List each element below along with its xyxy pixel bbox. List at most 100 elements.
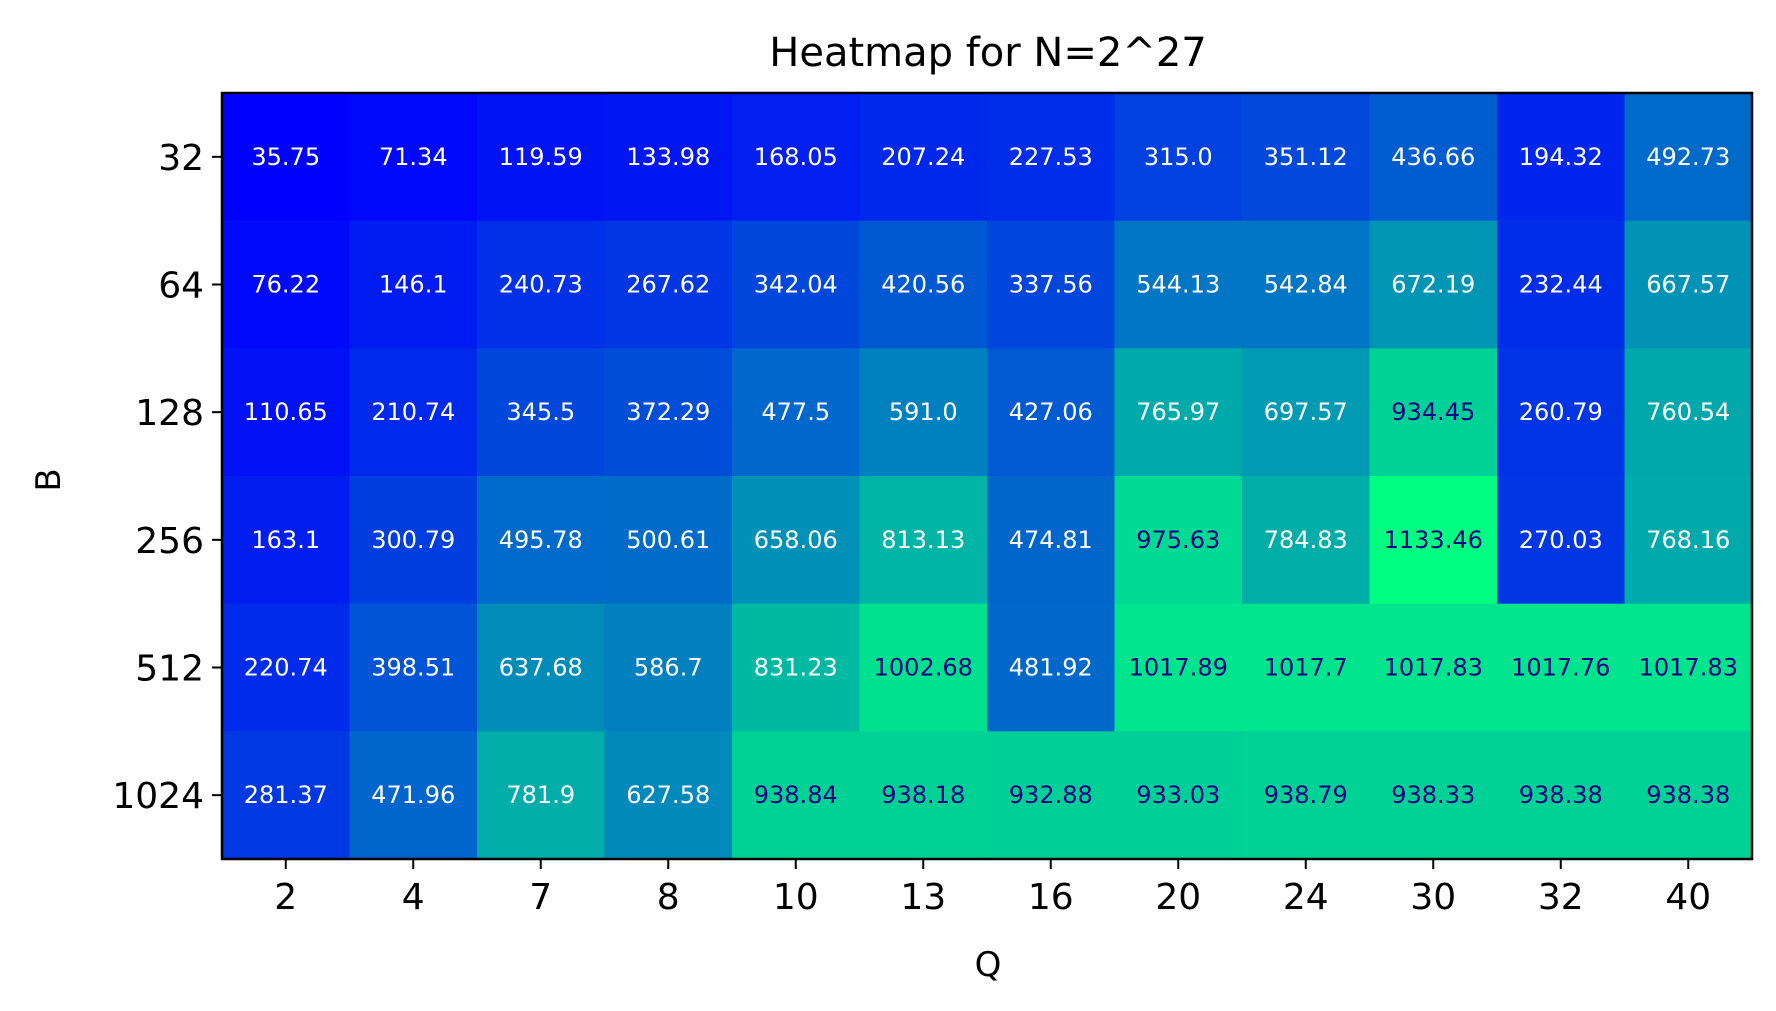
heatmap-cell-value: 500.61 [626,526,710,554]
heatmap-cell [222,93,351,222]
heatmap-cell [987,93,1116,222]
heatmap-cell [1369,731,1498,860]
heatmap-cell-value: 784.83 [1264,526,1348,554]
y-tick-label: 256 [135,521,204,562]
heatmap-cell [732,603,861,732]
x-tick-label: 13 [900,877,946,918]
heatmap-cell-value: 420.56 [881,271,965,299]
heatmap-cell [1497,348,1626,477]
heatmap-cell-value: 477.5 [761,398,830,426]
heatmap-cell-value: 300.79 [371,526,455,554]
heatmap-cell [859,603,988,732]
heatmap-cell-value: 281.37 [244,781,328,809]
heatmap-cell-value: 1017.76 [1511,654,1610,682]
heatmap-cell-value: 436.66 [1391,143,1475,171]
heatmap-cell [987,603,1116,732]
heatmap-cell-value: 938.79 [1264,781,1348,809]
heatmap-cell-value: 495.78 [499,526,583,554]
heatmap-cell [1497,476,1626,605]
heatmap-cell [1497,603,1626,732]
heatmap-cell-value: 591.0 [889,398,958,426]
heatmap-cell-value: 542.84 [1264,271,1348,299]
heatmap-cell [349,731,478,860]
x-tick-label: 40 [1665,877,1711,918]
heatmap-cell [1242,93,1371,222]
heatmap-cell [1624,93,1753,222]
x-tick-label: 32 [1538,877,1584,918]
heatmap-cell-value: 337.56 [1009,271,1093,299]
heatmap-cell-value: 1017.83 [1639,654,1738,682]
heatmap-cell [1114,603,1243,732]
heatmap-cell [859,348,988,477]
heatmap-cell-value: 492.73 [1646,143,1730,171]
heatmap-cell [987,476,1116,605]
heatmap-cell [1624,348,1753,477]
heatmap-cell [859,93,988,222]
x-tick-label: 10 [773,877,819,918]
heatmap-cell [222,603,351,732]
heatmap-cell-value: 207.24 [881,143,965,171]
heatmap-cell-value: 1017.7 [1264,654,1348,682]
heatmap-cell [222,220,351,349]
heatmap-cell [1624,731,1753,860]
heatmap-cell-value: 119.59 [499,143,583,171]
heatmap-cell-value: 71.34 [379,143,448,171]
heatmap-cell [1497,93,1626,222]
plot-frame [220,91,1754,861]
heatmap-cell [1369,220,1498,349]
heatmap-cell-value: 658.06 [754,526,838,554]
heatmap-cell [1114,93,1243,222]
y-tick-label: 128 [135,393,204,434]
heatmap-cell [349,476,478,605]
heatmap-cell-value: 232.44 [1519,271,1603,299]
heatmap-cell [859,476,988,605]
heatmap-cell-value: 768.16 [1646,526,1730,554]
heatmap-cell [604,93,733,222]
x-tick-label: 4 [402,877,425,918]
x-tick-label: 2 [274,877,297,918]
heatmap-cell [349,220,478,349]
heatmap-cell-value: 760.54 [1646,398,1730,426]
x-axis-label: Q [975,945,1002,985]
heatmap-cell [604,348,733,477]
heatmap-cell-value: 938.18 [881,781,965,809]
heatmap-cell [1242,220,1371,349]
heatmap-cell-value: 831.23 [754,654,838,682]
heatmap-cell-value: 627.58 [626,781,710,809]
x-tick-label: 20 [1155,877,1201,918]
x-tick-label: 8 [657,877,680,918]
heatmap-cell-value: 1017.83 [1384,654,1483,682]
x-tick-label: 16 [1028,877,1074,918]
heatmap-cell-value: 938.33 [1391,781,1475,809]
heatmap-cell [1242,476,1371,605]
heatmap-cell-value: 697.57 [1264,398,1348,426]
heatmap-cell-value: 168.05 [754,143,838,171]
heatmap-cell [477,348,606,477]
x-tick-label: 7 [529,877,552,918]
heatmap-cell-value: 345.5 [506,398,575,426]
heatmap-cell-value: 398.51 [371,654,455,682]
heatmap-cell [477,476,606,605]
heatmap-cell [222,731,351,860]
heatmap-cell [604,220,733,349]
y-tick-label: 1024 [112,776,204,817]
x-tick-label: 24 [1283,877,1329,918]
y-tick-label: 64 [158,266,204,307]
heatmap-cell-value: 220.74 [244,654,328,682]
heatmap-cell-labels: 35.75 71.34 119.59 133.98 168.05 207.24 227.53… [244,143,1738,809]
heatmap-cell [1114,348,1243,477]
x-axis-ticks: 2 4 7 8 10 13 16 20 24 30 32 40 [274,859,1711,918]
heatmap-cell [987,348,1116,477]
heatmap-cell [1624,603,1753,732]
chart-title: Heatmap for N=2^27 [769,30,1206,76]
heatmap-cell-value: 270.03 [1519,526,1603,554]
heatmap-cell-value: 938.38 [1646,781,1730,809]
heatmap-cell [477,603,606,732]
heatmap-cell [1114,476,1243,605]
heatmap-cell-value: 267.62 [626,271,710,299]
heatmap-cell-value: 938.84 [754,781,838,809]
heatmap-cell [1242,731,1371,860]
heatmap-cell [987,220,1116,349]
heatmap-cell-value: 146.1 [379,271,448,299]
